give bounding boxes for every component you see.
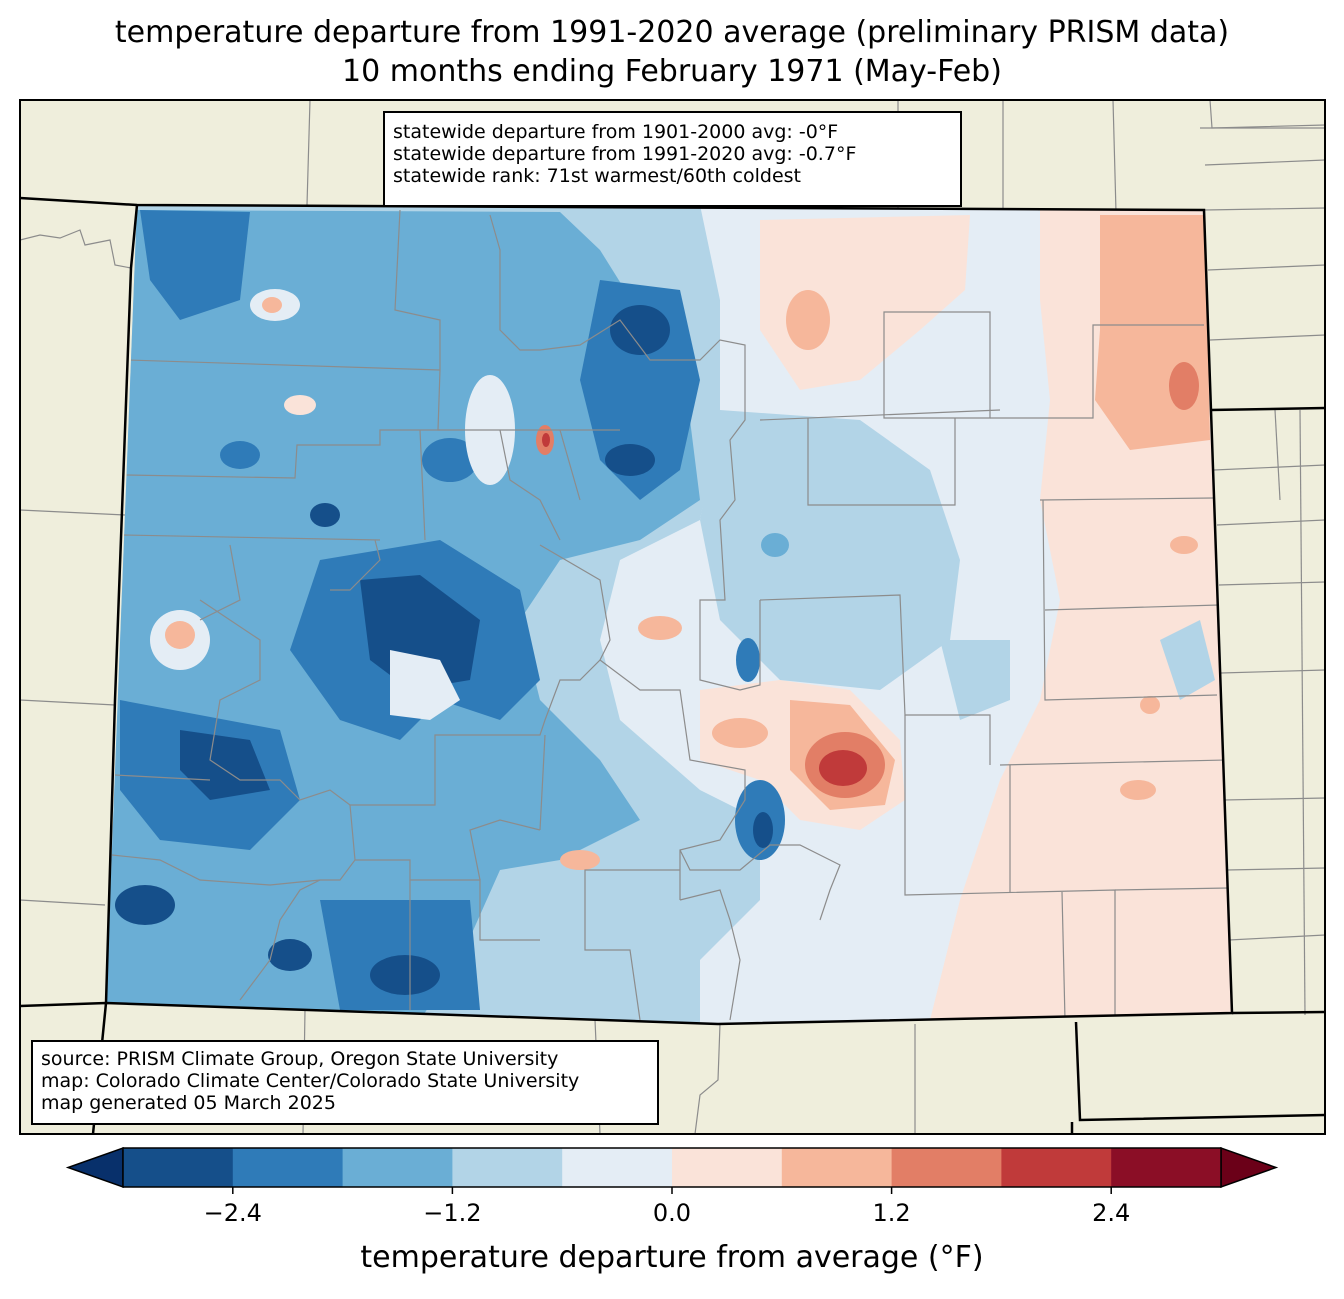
source-line-generated: map generated 05 March 2025 <box>41 1092 336 1114</box>
colorbar-bin <box>452 1148 563 1187</box>
colorbar-tick-label: 2.4 <box>1092 1199 1130 1227</box>
source-line-map: map: Colorado Climate Center/Colorado St… <box>41 1070 580 1092</box>
county-lines <box>111 209 1231 1021</box>
statewide-stats-box: statewide departure from 1901-2000 avg: … <box>383 111 962 207</box>
colorbar-bin <box>1111 1148 1222 1187</box>
stats-line-rank: statewide rank: 71st warmest/60th coldes… <box>393 165 802 187</box>
colorbar-tick-label: −1.2 <box>423 1199 481 1227</box>
colorbar-extend-low <box>65 1146 124 1189</box>
colorbar-bin <box>232 1148 344 1187</box>
map-frame <box>19 99 1326 1135</box>
colorbar-bin <box>1001 1148 1112 1187</box>
colorbar-bin <box>672 1148 783 1187</box>
colorbar-bin <box>123 1148 234 1187</box>
colorbar-bin <box>781 1148 893 1187</box>
source-credits-box: source: PRISM Climate Group, Oregon Stat… <box>31 1040 659 1125</box>
source-line-prism: source: PRISM Climate Group, Oregon Stat… <box>41 1048 559 1070</box>
colorbar-tick-label: 0.0 <box>653 1199 691 1227</box>
stats-line-1901-2000: statewide departure from 1901-2000 avg: … <box>393 121 839 143</box>
colorbar-tick-label: 1.2 <box>873 1199 911 1227</box>
colorbar-extend-high <box>1220 1146 1279 1189</box>
colorbar-label: temperature departure from average (°F) <box>360 1240 984 1275</box>
colorbar-bin <box>562 1148 673 1187</box>
neighbor-county-lines <box>20 100 1325 1134</box>
stats-line-1991-2020: statewide departure from 1991-2020 avg: … <box>393 143 857 165</box>
colorbar-bin <box>891 1148 1002 1187</box>
map-title-line1: temperature departure from 1991-2020 ave… <box>114 15 1230 50</box>
colorbar: −2.4 −1.2 0.0 1.2 2.4 <box>65 1146 1279 1227</box>
colorbar-tick-label: −2.4 <box>204 1199 262 1227</box>
map-title-line2: 10 months ending February 1971 (May-Feb) <box>342 54 1002 89</box>
colorbar-bin <box>342 1148 453 1187</box>
anomaly-field <box>106 205 1232 1024</box>
